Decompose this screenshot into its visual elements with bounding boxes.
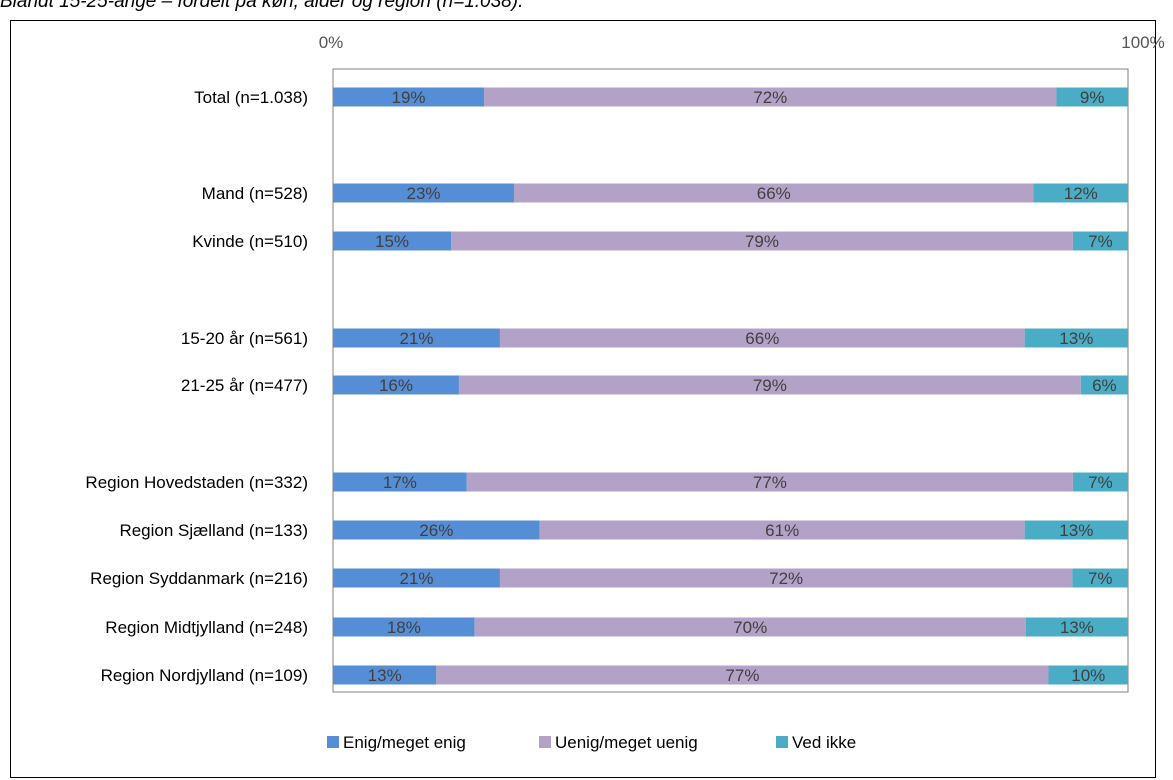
bar-segment-uenig xyxy=(474,617,1026,637)
bar-segment-enig xyxy=(333,568,500,588)
legend-label: Ved ikke xyxy=(792,733,856,752)
category-label: Mand (n=528) xyxy=(202,184,308,203)
legend: Enig/meget enig Uenig/meget uenig Ved ikke xyxy=(327,733,856,752)
category-label: Region Hovedstaden (n=332) xyxy=(85,473,308,492)
bar-segment-enig xyxy=(333,375,459,395)
data-label: 77% xyxy=(725,666,759,685)
bar-segment-enig xyxy=(333,520,540,540)
bar-segment-uenig xyxy=(451,231,1073,251)
data-label: 61% xyxy=(765,521,799,540)
bar-segment-enig xyxy=(333,328,500,348)
x-tick-label: 0% xyxy=(319,33,344,52)
data-label: 21% xyxy=(399,569,433,588)
data-label: 72% xyxy=(753,88,787,107)
data-label: 16% xyxy=(379,376,413,395)
category-label: 21-25 år (n=477) xyxy=(181,376,308,395)
category-labels: Total (n=1.038) Mand (n=528) Kvinde (n=510… xyxy=(85,88,308,685)
bar-segment-uenig xyxy=(484,87,1057,107)
data-label: 13% xyxy=(368,666,402,685)
bar-segment-uenig xyxy=(436,665,1049,685)
bar-segment-enig xyxy=(333,183,515,203)
data-label: 17% xyxy=(383,473,417,492)
category-label: Region Syddanmark (n=216) xyxy=(90,569,308,588)
data-label: 19% xyxy=(392,88,426,107)
bar-segment-enig xyxy=(333,617,475,637)
bar-segment-ved-ikke xyxy=(1072,568,1128,588)
chart-frame xyxy=(10,20,1156,778)
data-label: 12% xyxy=(1064,184,1098,203)
axis-layer: 0% 100% xyxy=(319,33,1165,693)
data-label: 79% xyxy=(745,232,779,251)
bar-segment-uenig xyxy=(514,183,1034,203)
bar-segment-uenig xyxy=(499,568,1073,588)
category-label: Total (n=1.038) xyxy=(194,88,308,107)
bar-segment-ved-ikke xyxy=(1048,665,1128,685)
data-label: 26% xyxy=(419,521,453,540)
bar-segment-ved-ikke xyxy=(1024,520,1128,540)
data-label: 7% xyxy=(1088,232,1113,251)
bar-segment-ved-ikke xyxy=(1072,231,1128,251)
data-label: 13% xyxy=(1059,521,1093,540)
x-tick-label: 100% xyxy=(1121,33,1164,52)
legend-swatch xyxy=(776,736,788,748)
legend-label: Uenig/meget uenig xyxy=(555,733,698,752)
legend-swatch xyxy=(539,736,551,748)
legend-swatch xyxy=(327,736,339,748)
data-label: 66% xyxy=(757,184,791,203)
bar-segment-ved-ikke xyxy=(1033,183,1128,203)
data-label: 7% xyxy=(1088,473,1113,492)
legend-label: Enig/meget enig xyxy=(343,733,466,752)
data-label: 66% xyxy=(745,329,779,348)
data-label: 6% xyxy=(1092,376,1117,395)
bar-segment-ved-ikke xyxy=(1056,87,1128,107)
bar-segment-enig xyxy=(333,665,437,685)
bar-segment-uenig xyxy=(499,328,1025,348)
data-label: 79% xyxy=(753,376,787,395)
data-label: 9% xyxy=(1080,88,1105,107)
data-label: 23% xyxy=(407,184,441,203)
data-label: 13% xyxy=(1060,618,1094,637)
category-label: Region Midtjylland (n=248) xyxy=(105,618,308,637)
bar-segment-uenig xyxy=(458,375,1081,395)
bar-segment-enig xyxy=(333,231,452,251)
data-label: 70% xyxy=(733,618,767,637)
bar-segment-ved-ikke xyxy=(1080,375,1128,395)
chart-caption: Blandt 15-25-årige – fordelt på køn, ald… xyxy=(0,0,524,12)
data-label: 10% xyxy=(1071,666,1105,685)
data-label: 15% xyxy=(375,232,409,251)
data-label: 77% xyxy=(753,473,787,492)
bar-segment-uenig xyxy=(539,520,1025,540)
bar-segment-enig xyxy=(333,87,485,107)
data-label: 72% xyxy=(769,569,803,588)
bar-segment-ved-ikke xyxy=(1024,328,1128,348)
data-label: 18% xyxy=(387,618,421,637)
bar-segment-ved-ikke xyxy=(1025,617,1128,637)
category-label: Region Nordjylland (n=109) xyxy=(101,666,308,685)
bars-layer: 19% 72% 9% 23% 66% 12% 15% 79% 7% 21% 66% 13% 16% 79%… xyxy=(333,87,1128,685)
data-label: 7% xyxy=(1088,569,1113,588)
bar-segment-uenig xyxy=(466,472,1073,492)
category-label: 15-20 år (n=561) xyxy=(181,329,308,348)
data-label: 21% xyxy=(399,329,433,348)
category-label: Region Sjælland (n=133) xyxy=(119,521,308,540)
data-label: 13% xyxy=(1059,329,1093,348)
category-label: Kvinde (n=510) xyxy=(192,232,308,251)
bar-segment-enig xyxy=(333,472,467,492)
bar-segment-ved-ikke xyxy=(1072,472,1128,492)
